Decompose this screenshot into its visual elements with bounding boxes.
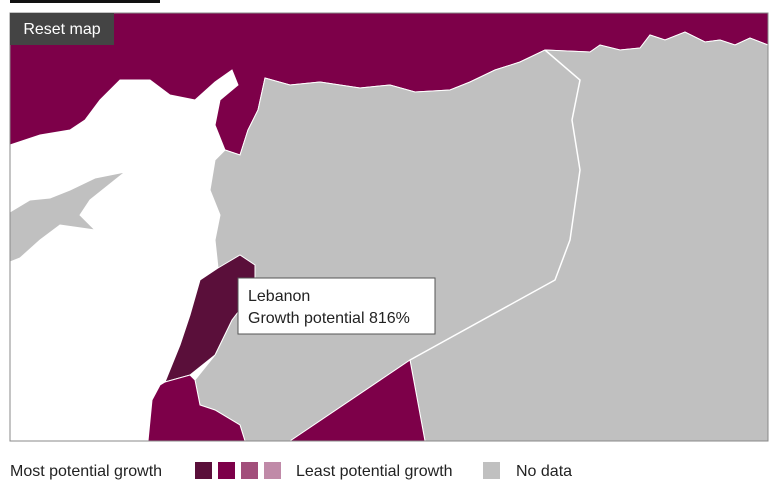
reset-button[interactable]: Reset map bbox=[10, 13, 114, 45]
region-israel[interactable] bbox=[147, 374, 246, 442]
tooltip: Lebanon Growth potential 816% bbox=[237, 277, 436, 335]
region-lebanon[interactable] bbox=[164, 254, 256, 383]
button-background[interactable] bbox=[10, 13, 114, 45]
legend-no-data: No data bbox=[516, 463, 572, 480]
region-syria-iraq[interactable] bbox=[194, 31, 769, 442]
legend-swatch bbox=[264, 462, 281, 479]
tooltip-text: Growth potential 816% bbox=[248, 310, 410, 327]
legend-least: Least potential growth bbox=[296, 463, 453, 480]
map bbox=[9, 12, 769, 442]
legend-most: Most potential growth bbox=[10, 463, 162, 480]
legend-swatch bbox=[241, 462, 258, 479]
top-bar bbox=[10, 0, 160, 3]
button-label[interactable]: Reset map bbox=[23, 21, 100, 38]
region-cyprus[interactable] bbox=[9, 171, 126, 263]
legend: Most potential growth Least potential gr… bbox=[10, 462, 572, 480]
tooltip-title: Lebanon bbox=[248, 288, 310, 305]
tooltip-box bbox=[237, 277, 436, 335]
legend-swatch bbox=[483, 462, 500, 479]
legend-swatch bbox=[195, 462, 212, 479]
border-line bbox=[409, 49, 581, 361]
legend-swatch bbox=[218, 462, 235, 479]
map-frame bbox=[9, 12, 769, 442]
